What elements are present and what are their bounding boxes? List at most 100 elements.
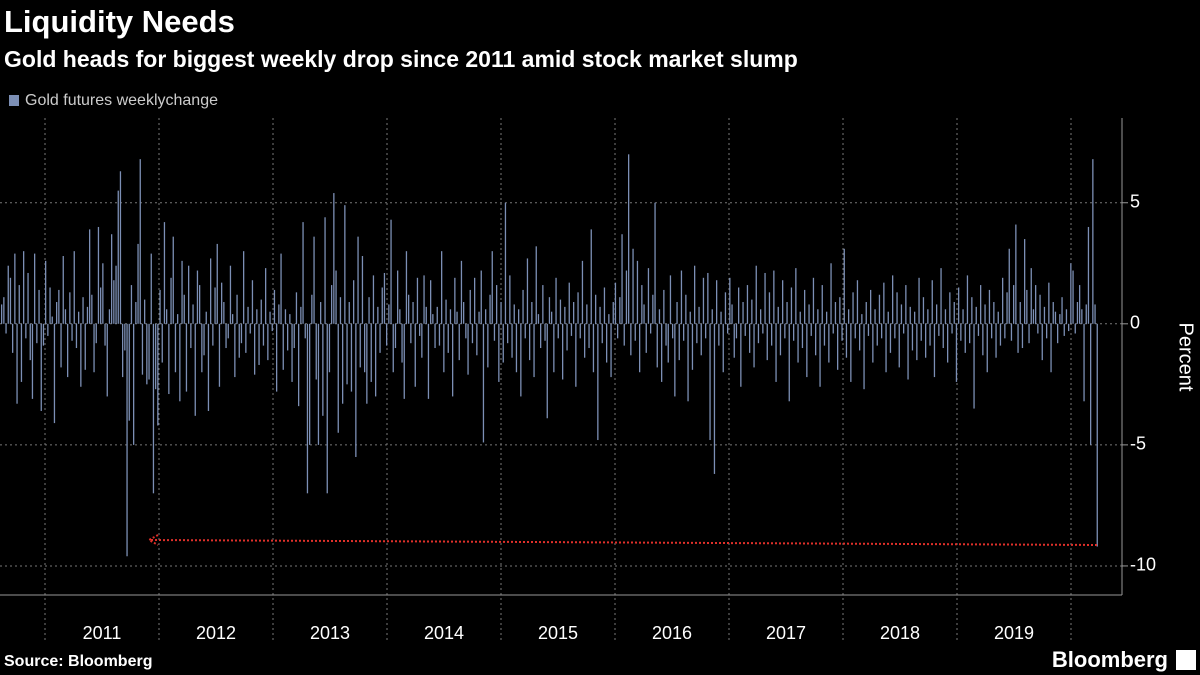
- bar: [920, 323, 922, 341]
- bar: [27, 272, 29, 324]
- bar: [256, 309, 258, 324]
- bar: [865, 302, 867, 324]
- bar: [232, 314, 234, 324]
- bar: [1094, 304, 1096, 324]
- bar: [284, 309, 287, 324]
- bar: [42, 323, 45, 346]
- bar: [535, 246, 537, 324]
- bar: [95, 323, 97, 344]
- bar: [720, 311, 722, 324]
- bar: [801, 323, 804, 349]
- bar: [181, 260, 183, 324]
- bar: [60, 323, 62, 368]
- bar: [793, 323, 795, 341]
- bar: [601, 323, 603, 344]
- bar: [738, 287, 740, 324]
- bar: [716, 280, 718, 324]
- bar: [328, 323, 331, 373]
- bar: [1079, 285, 1081, 324]
- bar: [1030, 268, 1032, 324]
- bar: [62, 256, 64, 324]
- bar: [832, 323, 834, 334]
- bar: [511, 323, 513, 358]
- bar: [460, 260, 463, 324]
- bar: [513, 304, 515, 324]
- bar: [1026, 289, 1028, 324]
- bar: [388, 304, 390, 324]
- bar: [997, 311, 999, 324]
- bar: [707, 272, 709, 324]
- bar: [1081, 309, 1083, 324]
- bar: [621, 234, 623, 324]
- bar: [458, 323, 460, 361]
- bar: [254, 323, 256, 375]
- bar: [1076, 302, 1079, 324]
- bar: [564, 306, 566, 324]
- bar: [135, 302, 137, 324]
- bar: [709, 323, 711, 441]
- bar: [676, 302, 678, 324]
- bar: [474, 277, 476, 324]
- bar: [427, 323, 430, 399]
- bar: [45, 260, 47, 324]
- bar: [889, 323, 892, 353]
- bar: [1006, 292, 1008, 324]
- bar: [78, 311, 80, 324]
- bar: [375, 323, 377, 397]
- bar: [199, 285, 201, 324]
- bar: [777, 306, 779, 324]
- bar: [289, 314, 291, 324]
- bar: [91, 294, 93, 324]
- bar: [1024, 239, 1026, 324]
- bar: [333, 193, 335, 324]
- bar: [1039, 294, 1041, 324]
- bar: [955, 323, 958, 382]
- bar: [520, 323, 522, 397]
- bar: [1063, 323, 1065, 336]
- bar: [207, 323, 210, 411]
- bar: [188, 265, 190, 324]
- bar: [779, 323, 782, 356]
- bar: [909, 306, 911, 324]
- bar: [1072, 270, 1074, 324]
- bar: [185, 323, 188, 392]
- y-tick-label: 5: [1130, 191, 1140, 211]
- bar: [309, 323, 311, 445]
- bar: [733, 323, 735, 358]
- y-axis-title: Percent: [1175, 323, 1197, 392]
- bar: [841, 323, 843, 341]
- bar: [353, 280, 355, 324]
- bar: [1090, 323, 1092, 445]
- bar: [23, 251, 25, 324]
- bar: [826, 311, 828, 324]
- bar: [482, 323, 485, 443]
- bar: [570, 323, 573, 336]
- bar: [423, 275, 425, 324]
- x-tick-label: 2016: [652, 623, 692, 643]
- bar: [163, 222, 166, 324]
- bar: [1052, 302, 1054, 324]
- bar: [700, 323, 702, 356]
- bar: [711, 309, 713, 324]
- bar: [766, 323, 768, 361]
- arrow-head: [146, 534, 159, 546]
- x-tick-label: 2011: [83, 623, 122, 643]
- bar: [394, 323, 397, 349]
- bar: [122, 323, 124, 378]
- bar: [718, 323, 720, 346]
- bar: [885, 323, 887, 373]
- bar: [146, 323, 148, 385]
- bar: [359, 323, 361, 368]
- bar: [172, 236, 174, 324]
- bar: [821, 285, 823, 324]
- bar: [940, 268, 942, 324]
- bar: [150, 253, 152, 324]
- bar: [416, 277, 419, 324]
- bar: [916, 323, 918, 361]
- bar: [524, 323, 526, 339]
- bar: [548, 297, 551, 324]
- bar: [533, 323, 535, 378]
- bar: [324, 217, 326, 324]
- bar: [995, 323, 997, 358]
